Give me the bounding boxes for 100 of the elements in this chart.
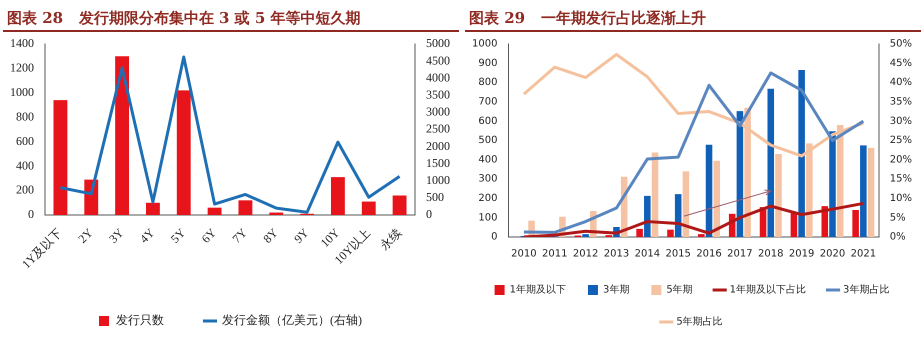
bar xyxy=(582,234,589,237)
y-tick-label: 800 xyxy=(478,77,498,88)
legend-label: 3年期 xyxy=(602,284,630,296)
y-tick-label: 1000 xyxy=(472,38,498,50)
bar xyxy=(208,208,222,215)
x-tick-label: 2011 xyxy=(542,248,568,260)
y2-tick-label: 1000 xyxy=(426,172,450,187)
y2-tick-label: 2000 xyxy=(426,138,450,153)
bar xyxy=(767,88,774,237)
legend-label: 1年期及以下 xyxy=(510,284,566,296)
x-tick-label: 2016 xyxy=(696,248,722,260)
x-tick-label: 2013 xyxy=(604,248,630,260)
y2-tick-label: 1500 xyxy=(426,156,450,170)
y2-tick-label: 25% xyxy=(890,135,912,146)
x-tick-label: 2017 xyxy=(727,248,753,260)
y-tick-label: 400 xyxy=(16,158,34,172)
bar xyxy=(860,145,867,237)
x-tick-label: 6Y xyxy=(198,225,220,246)
y-tick-label: 0 xyxy=(28,207,34,222)
y2-tick-label: 15% xyxy=(890,174,912,185)
bar xyxy=(636,228,643,237)
x-tick-label: 2010 xyxy=(511,248,537,260)
bar xyxy=(392,195,407,215)
y2-tick-label: 45% xyxy=(890,58,912,69)
y-tick-label: 0 xyxy=(491,232,498,243)
chart-title: 图表 28 发行期限分布集中在 3 或 5 年等中短久期 xyxy=(3,6,459,32)
y2-tick-label: 4500 xyxy=(426,53,450,68)
x-tick-label: 永续 xyxy=(377,226,404,252)
y-tick-label: 500 xyxy=(478,135,498,146)
bar xyxy=(674,194,682,237)
bar xyxy=(798,70,805,237)
bar xyxy=(53,100,68,215)
y2-tick-label: 10% xyxy=(890,192,912,204)
y2-tick-label: 35% xyxy=(890,96,912,108)
y-tick-label: 900 xyxy=(478,58,498,69)
legend-label: 3年期占比 xyxy=(843,284,890,296)
y-tick-label: 700 xyxy=(478,96,498,108)
y-tick-label: 600 xyxy=(16,134,34,148)
bar xyxy=(667,230,674,237)
x-tick-label: 8Y xyxy=(260,225,281,246)
y-tick-label: 800 xyxy=(16,109,34,124)
y2-tick-label: 500 xyxy=(426,190,444,204)
legend-label: 发行只数 xyxy=(116,313,164,328)
bar xyxy=(698,234,705,237)
x-tick-label: 1Y及以下 xyxy=(19,226,65,272)
y2-tick-label: 3500 xyxy=(426,87,450,102)
bar xyxy=(238,200,252,215)
legend-label: 1年期及以下占比 xyxy=(730,284,806,296)
y-tick-label: 200 xyxy=(478,192,498,204)
y-tick-label: 1200 xyxy=(10,60,34,75)
chart-title: 图表 29 一年期发行占比逐渐上升 xyxy=(465,6,921,32)
y-tick-label: 1000 xyxy=(10,85,34,100)
x-tick-label: 2015 xyxy=(665,248,691,260)
y2-tick-label: 20% xyxy=(890,154,912,166)
legend-label: 5年期 xyxy=(666,284,693,296)
bar xyxy=(790,212,798,237)
x-tick-label: 2Y xyxy=(75,225,96,246)
x-tick-label: 2018 xyxy=(758,248,784,260)
bar xyxy=(706,144,712,237)
x-tick-label: 5Y xyxy=(168,225,188,246)
x-tick-label: 2012 xyxy=(572,248,598,260)
bar xyxy=(176,90,191,215)
x-tick-label: 4Y xyxy=(136,225,158,246)
y2-tick-label: 2500 xyxy=(426,122,450,136)
bar xyxy=(829,131,836,237)
bar xyxy=(644,196,651,237)
y2-tick-label: 30% xyxy=(890,116,912,127)
y2-tick-label: 4000 xyxy=(426,70,450,84)
y-tick-label: 200 xyxy=(16,182,34,197)
legend-label: 5年期占比 xyxy=(676,316,723,328)
y2-tick-label: 40% xyxy=(890,77,912,88)
y2-tick-label: 50% xyxy=(890,38,912,50)
y2-tick-label: 0% xyxy=(890,232,906,243)
y2-tick-label: 0 xyxy=(426,207,432,222)
legend-label: 发行金额（亿美元）(右轴) xyxy=(222,313,362,328)
x-tick-label: 7Y xyxy=(229,225,250,246)
bar xyxy=(852,210,859,237)
bar xyxy=(775,154,782,237)
bar xyxy=(652,152,658,237)
bar xyxy=(736,111,744,237)
bar xyxy=(362,202,376,215)
bar xyxy=(330,177,345,215)
y-tick-label: 100 xyxy=(478,212,498,224)
y-tick-label: 400 xyxy=(478,154,498,166)
bar xyxy=(713,160,720,237)
bar xyxy=(868,148,874,237)
y2-tick-label: 3000 xyxy=(426,104,450,119)
y-tick-label: 300 xyxy=(478,174,498,185)
x-tick-label: 2020 xyxy=(820,248,846,260)
bar xyxy=(115,56,130,215)
y2-tick-label: 5% xyxy=(890,212,906,224)
x-tick-label: 2019 xyxy=(788,248,814,260)
y2-tick-label: 5000 xyxy=(426,36,450,50)
x-tick-label: 2014 xyxy=(634,248,660,260)
y-tick-label: 600 xyxy=(478,116,498,127)
y-tick-label: 1400 xyxy=(10,36,34,50)
bar xyxy=(682,171,690,237)
bar xyxy=(146,202,160,215)
x-tick-label: 9Y xyxy=(291,225,312,246)
x-tick-label: 2021 xyxy=(850,248,876,260)
